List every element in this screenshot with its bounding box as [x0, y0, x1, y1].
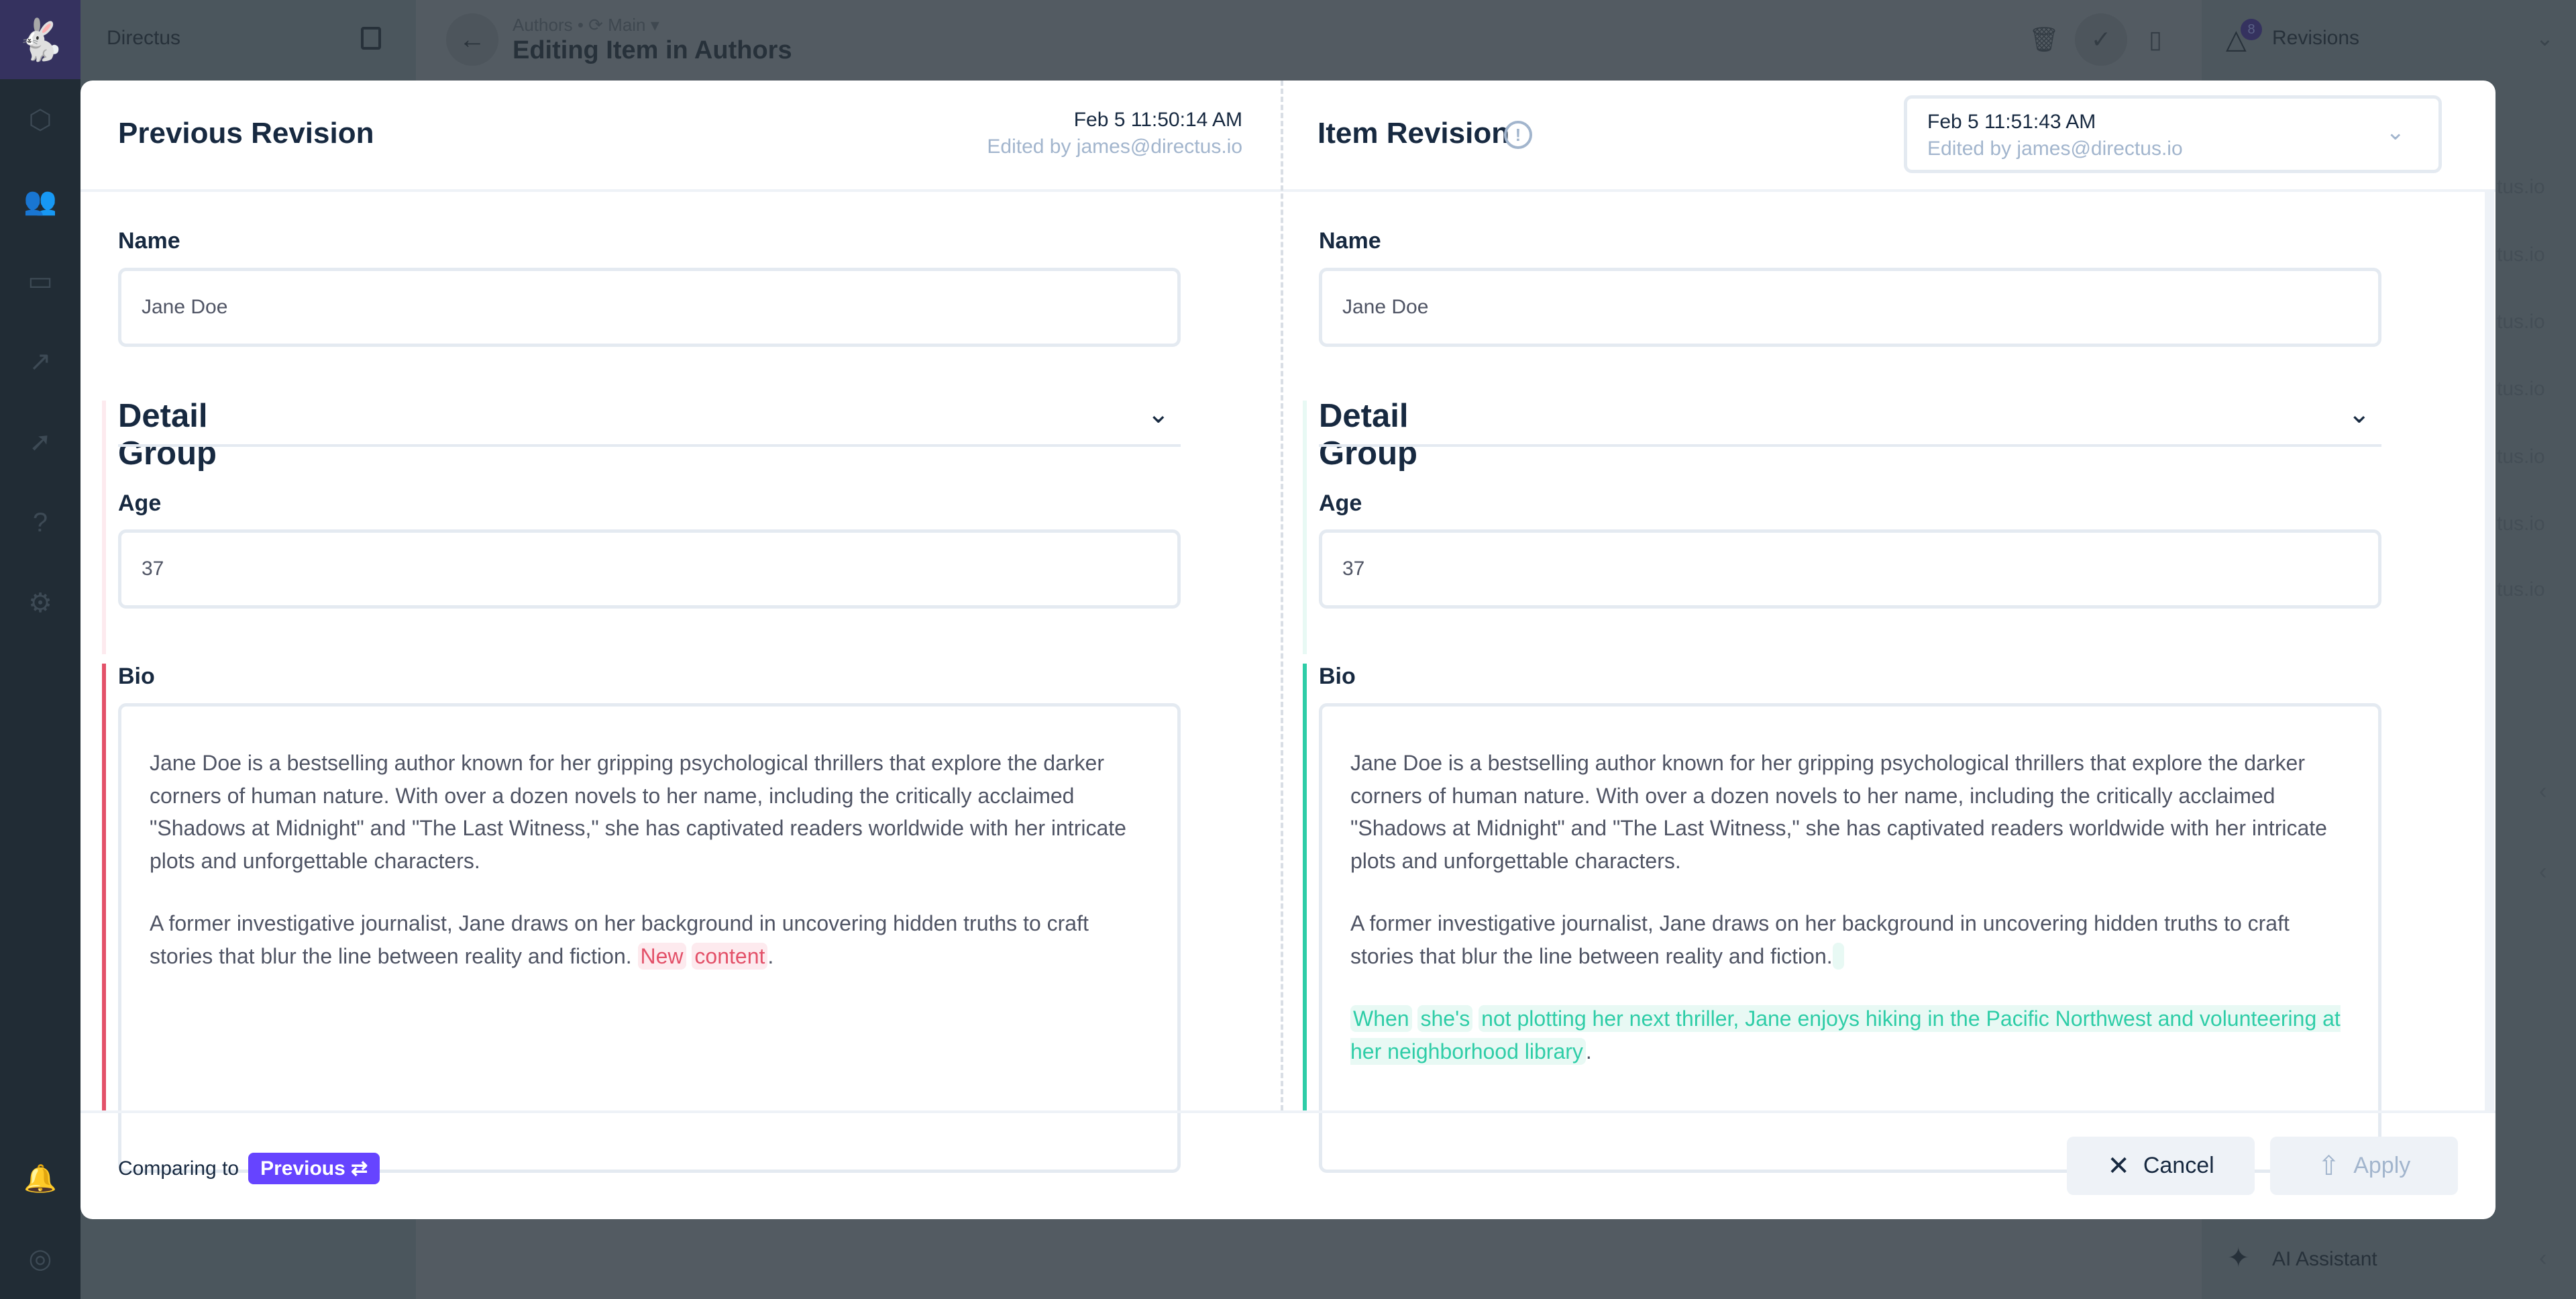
previous-revision-editor: Edited by james@directus.io: [987, 136, 1242, 158]
deployments-icon[interactable]: ➚: [29, 427, 52, 457]
chevron-down-icon[interactable]: ⌄: [1147, 399, 1170, 429]
sparkle-icon: ✦: [2227, 1243, 2250, 1273]
directus-logo[interactable]: 🐇: [0, 0, 80, 79]
item-revision-title: Item Revision: [1318, 117, 1510, 150]
user-icon[interactable]: ◎: [28, 1244, 52, 1274]
header-divider: [80, 189, 2496, 192]
bio-text: A former investigative journalist, Jane …: [150, 911, 1089, 968]
revision-compare-modal: Previous Revision Feb 5 11:50:14 AM Edit…: [80, 81, 2496, 1219]
bio-paragraph: When she's not plotting her next thrille…: [1350, 1002, 2350, 1068]
age-field[interactable]: 37: [118, 529, 1181, 609]
group-divider: [118, 444, 1181, 447]
column-divider: [1281, 81, 1283, 1110]
cancel-label: Cancel: [2143, 1153, 2214, 1178]
added-text: she's: [1417, 1005, 1473, 1032]
unchanged-marker: [102, 401, 106, 654]
content-icon[interactable]: ⬡: [28, 105, 52, 135]
files-icon[interactable]: ▭: [28, 266, 53, 296]
age-label: Age: [118, 490, 162, 516]
selected-revision-editor: Edited by james@directus.io: [1927, 138, 2183, 160]
breadcrumb[interactable]: Authors • ⟳ Main ▾: [513, 15, 659, 35]
page-title: Editing Item in Authors: [513, 36, 792, 64]
help-icon[interactable]: ?: [32, 507, 48, 537]
added-marker: [1303, 664, 1307, 1110]
users-icon[interactable]: 👥: [23, 186, 57, 216]
settings-icon[interactable]: ⚙: [28, 588, 52, 618]
info-icon[interactable]: !: [1504, 121, 1532, 149]
bio-label: Bio: [118, 664, 155, 689]
previous-revision-title: Previous Revision: [118, 117, 374, 150]
revision-item[interactable]: tus.io: [2497, 311, 2545, 333]
revision-item[interactable]: tus.io: [2497, 578, 2545, 601]
removed-text: content: [692, 942, 768, 970]
bio-paragraph: Jane Doe is a bestselling author known f…: [150, 751, 1126, 873]
revision-item[interactable]: tus.io: [2497, 513, 2545, 535]
unchanged-marker: [1303, 401, 1307, 654]
delete-icon[interactable]: 🗑: [2029, 25, 2059, 53]
revision-item[interactable]: tus.io: [2497, 244, 2545, 266]
sidebar-panel-icon[interactable]: ▯: [2149, 25, 2162, 53]
revision-item[interactable]: tus.io: [2497, 378, 2545, 400]
group-divider: [1319, 444, 2381, 447]
detail-group-title[interactable]: Detail Group: [1319, 398, 1417, 472]
back-button[interactable]: ←: [446, 13, 498, 66]
bio-text: A former investigative journalist, Jane …: [1350, 911, 2290, 968]
name-field[interactable]: Jane Doe: [118, 268, 1181, 347]
sidebar-toggle-icon[interactable]: [361, 27, 381, 50]
chevron-down-icon: ⌄: [2385, 119, 2406, 145]
bio-label: Bio: [1319, 664, 1356, 689]
compare-target-button[interactable]: Previous ⇄: [248, 1153, 380, 1184]
apply-label: Apply: [2353, 1153, 2411, 1178]
previous-revision-date: Feb 5 11:50:14 AM: [1073, 109, 1242, 131]
bio-text: .: [1585, 1039, 1592, 1063]
nav-rail: [0, 0, 80, 1299]
close-icon: ✕: [2107, 1151, 2130, 1181]
added-text: When: [1350, 1005, 1412, 1032]
bio-paragraph: A former investigative journalist, Jane …: [1350, 907, 2350, 972]
chevron-left-icon[interactable]: ‹: [2539, 859, 2547, 884]
insights-icon[interactable]: ↗: [29, 347, 52, 376]
bio-field[interactable]: Jane Doe is a bestselling author known f…: [1319, 703, 2381, 1173]
selected-revision-date: Feb 5 11:51:43 AM: [1927, 111, 2096, 133]
revision-item[interactable]: tus.io: [2497, 176, 2545, 198]
detail-group-title[interactable]: Detail Group: [118, 398, 217, 472]
name-label: Name: [118, 228, 180, 254]
notifications-icon[interactable]: 🔔: [23, 1163, 57, 1194]
header: [416, 0, 2202, 79]
revisions-count-badge: 8: [2241, 19, 2262, 40]
bio-paragraph: A former investigative journalist, Jane …: [150, 907, 1149, 972]
bio-text: .: [767, 943, 774, 968]
removed-marker: [102, 664, 106, 1110]
chevron-down-icon[interactable]: ⌄: [2536, 26, 2554, 50]
comparing-to: Comparing to Previous ⇄: [118, 1153, 380, 1184]
apply-button[interactable]: ⇧ Apply: [2270, 1137, 2458, 1195]
scrollbar[interactable]: [2485, 192, 2494, 1111]
comparing-label: Comparing to: [118, 1157, 239, 1180]
cancel-button[interactable]: ✕ Cancel: [2067, 1137, 2255, 1195]
bio-field[interactable]: Jane Doe is a bestselling author known f…: [118, 703, 1181, 1173]
save-icon[interactable]: ✓: [2075, 13, 2127, 66]
added-text: not plotting her next thriller, Jane enj…: [1350, 1005, 2341, 1065]
revision-select[interactable]: Feb 5 11:51:43 AM Edited by james@direct…: [1904, 95, 2442, 173]
revision-item[interactable]: tus.io: [2497, 446, 2545, 468]
chevron-left-icon[interactable]: ‹: [2539, 778, 2547, 804]
name-label: Name: [1319, 228, 1381, 254]
age-field[interactable]: 37: [1319, 529, 2381, 609]
footer-divider: [80, 1110, 2496, 1113]
chevron-down-icon[interactable]: ⌄: [2348, 399, 2371, 429]
upload-icon: ⇧: [2317, 1151, 2341, 1181]
project-name: Directus: [107, 27, 181, 49]
removed-text: New: [637, 942, 686, 970]
ai-assistant-title[interactable]: AI Assistant: [2272, 1248, 2377, 1270]
chevron-left-icon[interactable]: ‹: [2539, 1245, 2547, 1271]
age-label: Age: [1319, 490, 1362, 516]
name-field[interactable]: Jane Doe: [1319, 268, 2381, 347]
bio-paragraph: Jane Doe is a bestselling author known f…: [1350, 751, 2327, 873]
revisions-title[interactable]: Revisions: [2272, 27, 2360, 49]
